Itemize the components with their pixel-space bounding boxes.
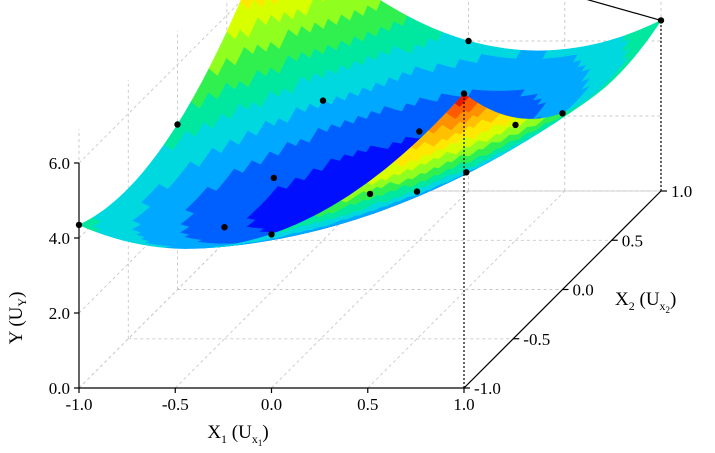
design-points [75, 17, 665, 238]
x2-tick-label: 0.0 [573, 281, 594, 300]
design-point [416, 128, 423, 135]
design-point [465, 37, 472, 45]
x1-tick-label: -0.5 [162, 395, 189, 414]
surface [78, 0, 662, 249]
design-point [413, 188, 421, 195]
x2-axis-label: X2 (Ux2) [615, 289, 676, 315]
design-point [460, 90, 468, 97]
tick-labels: -1.0 -0.5 0.0 0.5 1.0-1.0-0.50.00.51.00.02.0… [49, 154, 693, 414]
top-edge-line [586, 0, 662, 21]
design-point [174, 121, 181, 128]
grid-line [78, 0, 243, 164]
design-point [75, 221, 83, 229]
x1-tick-label: 0.0 [261, 395, 282, 414]
x1-tick-label: -1.0 [66, 395, 93, 414]
y-tick-label: 6.0 [49, 154, 70, 173]
x2-tick-label: -1.0 [474, 379, 501, 398]
x2-tick-label: -0.5 [523, 330, 550, 349]
design-point [559, 110, 566, 117]
x2-tick-label: 0.5 [622, 231, 643, 250]
x2-tick-label: 1.0 [671, 182, 692, 201]
design-point [463, 169, 470, 176]
y-tick-label: 0.0 [49, 379, 70, 398]
x1-tick-label: 1.0 [453, 395, 474, 414]
design-point [270, 174, 277, 182]
design-point [366, 190, 374, 198]
design-point [319, 97, 327, 104]
y-tick-label: 4.0 [49, 229, 70, 248]
x1-axis-label: X1 (Ux1) [207, 422, 268, 448]
x1-tick-label: 0.5 [357, 395, 378, 414]
y-axis-label: Y (UY) [6, 292, 29, 345]
design-point [512, 121, 519, 129]
y-tick-label: 2.0 [49, 304, 70, 323]
axis-labels: Y (UY) X1 (Ux1) X2 (Ux2) [6, 289, 676, 448]
surface-patch [454, 93, 469, 107]
design-point [268, 231, 275, 238]
design-point [657, 17, 665, 24]
design-point [221, 224, 228, 231]
